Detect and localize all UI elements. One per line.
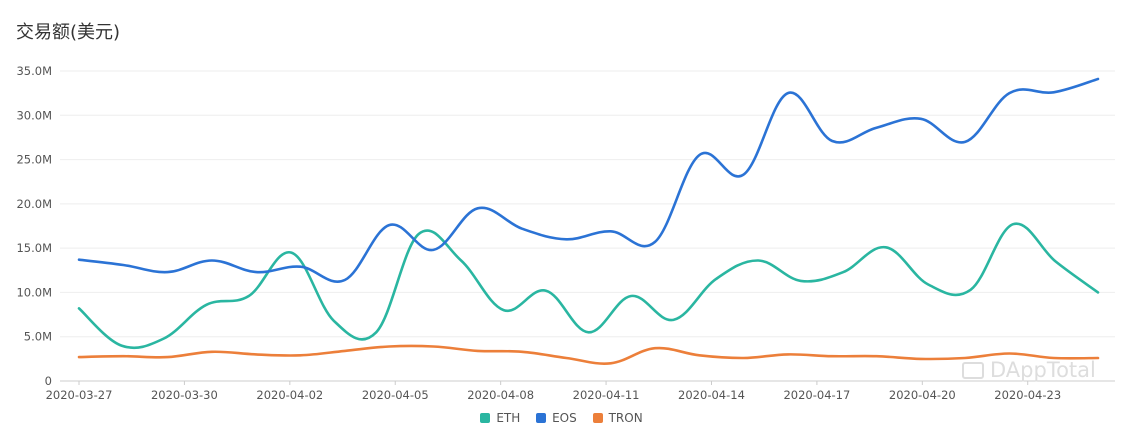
x-tick-label: 2020-04-05 <box>362 388 429 402</box>
y-tick-label: 35.0M <box>16 64 52 78</box>
x-tick-label: 2020-04-23 <box>994 388 1061 402</box>
x-tick-label: 2020-04-20 <box>889 388 956 402</box>
watermark: DAppTotal <box>962 358 1096 382</box>
legend-swatch-eth <box>480 413 491 423</box>
x-tick-label: 2020-03-30 <box>151 388 218 402</box>
legend: ETH EOS TRON <box>0 411 1123 425</box>
legend-label-tron: TRON <box>608 411 643 425</box>
legend-swatch-tron <box>592 413 603 423</box>
series-line-eth[interactable] <box>77 222 1100 350</box>
y-tick-label: 30.0M <box>16 108 52 122</box>
y-tick-label: 20.0M <box>16 197 52 211</box>
x-tick-label: 2020-04-11 <box>573 388 640 402</box>
gridlines <box>60 70 1115 382</box>
y-tick-label: 5.0M <box>24 330 52 344</box>
y-tick-label: 25.0M <box>16 153 52 167</box>
legend-label-eth: ETH <box>496 411 521 425</box>
x-tick-label: 2020-04-14 <box>678 388 745 402</box>
x-tick-label: 2020-04-08 <box>467 388 534 402</box>
series-line-tron[interactable] <box>77 344 1100 365</box>
y-axis: 0 5.0M 10.0M 15.0M 20.0M 25.0M 30.0M 35.0M <box>16 64 52 388</box>
dapptotal-logo-icon <box>962 362 984 379</box>
legend-label-eos: EOS <box>552 411 577 425</box>
legend-item-tron[interactable]: TRON <box>592 411 643 425</box>
legend-item-eos[interactable]: EOS <box>536 411 577 425</box>
chart-title: 交易额(美元) <box>16 22 121 43</box>
y-tick-label: 10.0M <box>16 285 52 299</box>
series-line-eos[interactable] <box>77 77 1100 283</box>
watermark-text: DAppTotal <box>990 358 1096 382</box>
x-tick-label: 2020-04-02 <box>256 388 323 402</box>
series-lines <box>77 77 1100 365</box>
x-axis: 2020-03-27 2020-03-30 2020-04-02 2020-04-05… <box>46 381 1061 402</box>
x-tick-label: 2020-04-17 <box>783 388 850 402</box>
legend-swatch-eos <box>536 413 547 423</box>
x-tick-label: 2020-03-27 <box>46 388 113 402</box>
legend-item-eth[interactable]: ETH <box>480 411 520 425</box>
y-tick-label: 0 <box>45 374 52 388</box>
y-tick-label: 15.0M <box>16 241 52 255</box>
